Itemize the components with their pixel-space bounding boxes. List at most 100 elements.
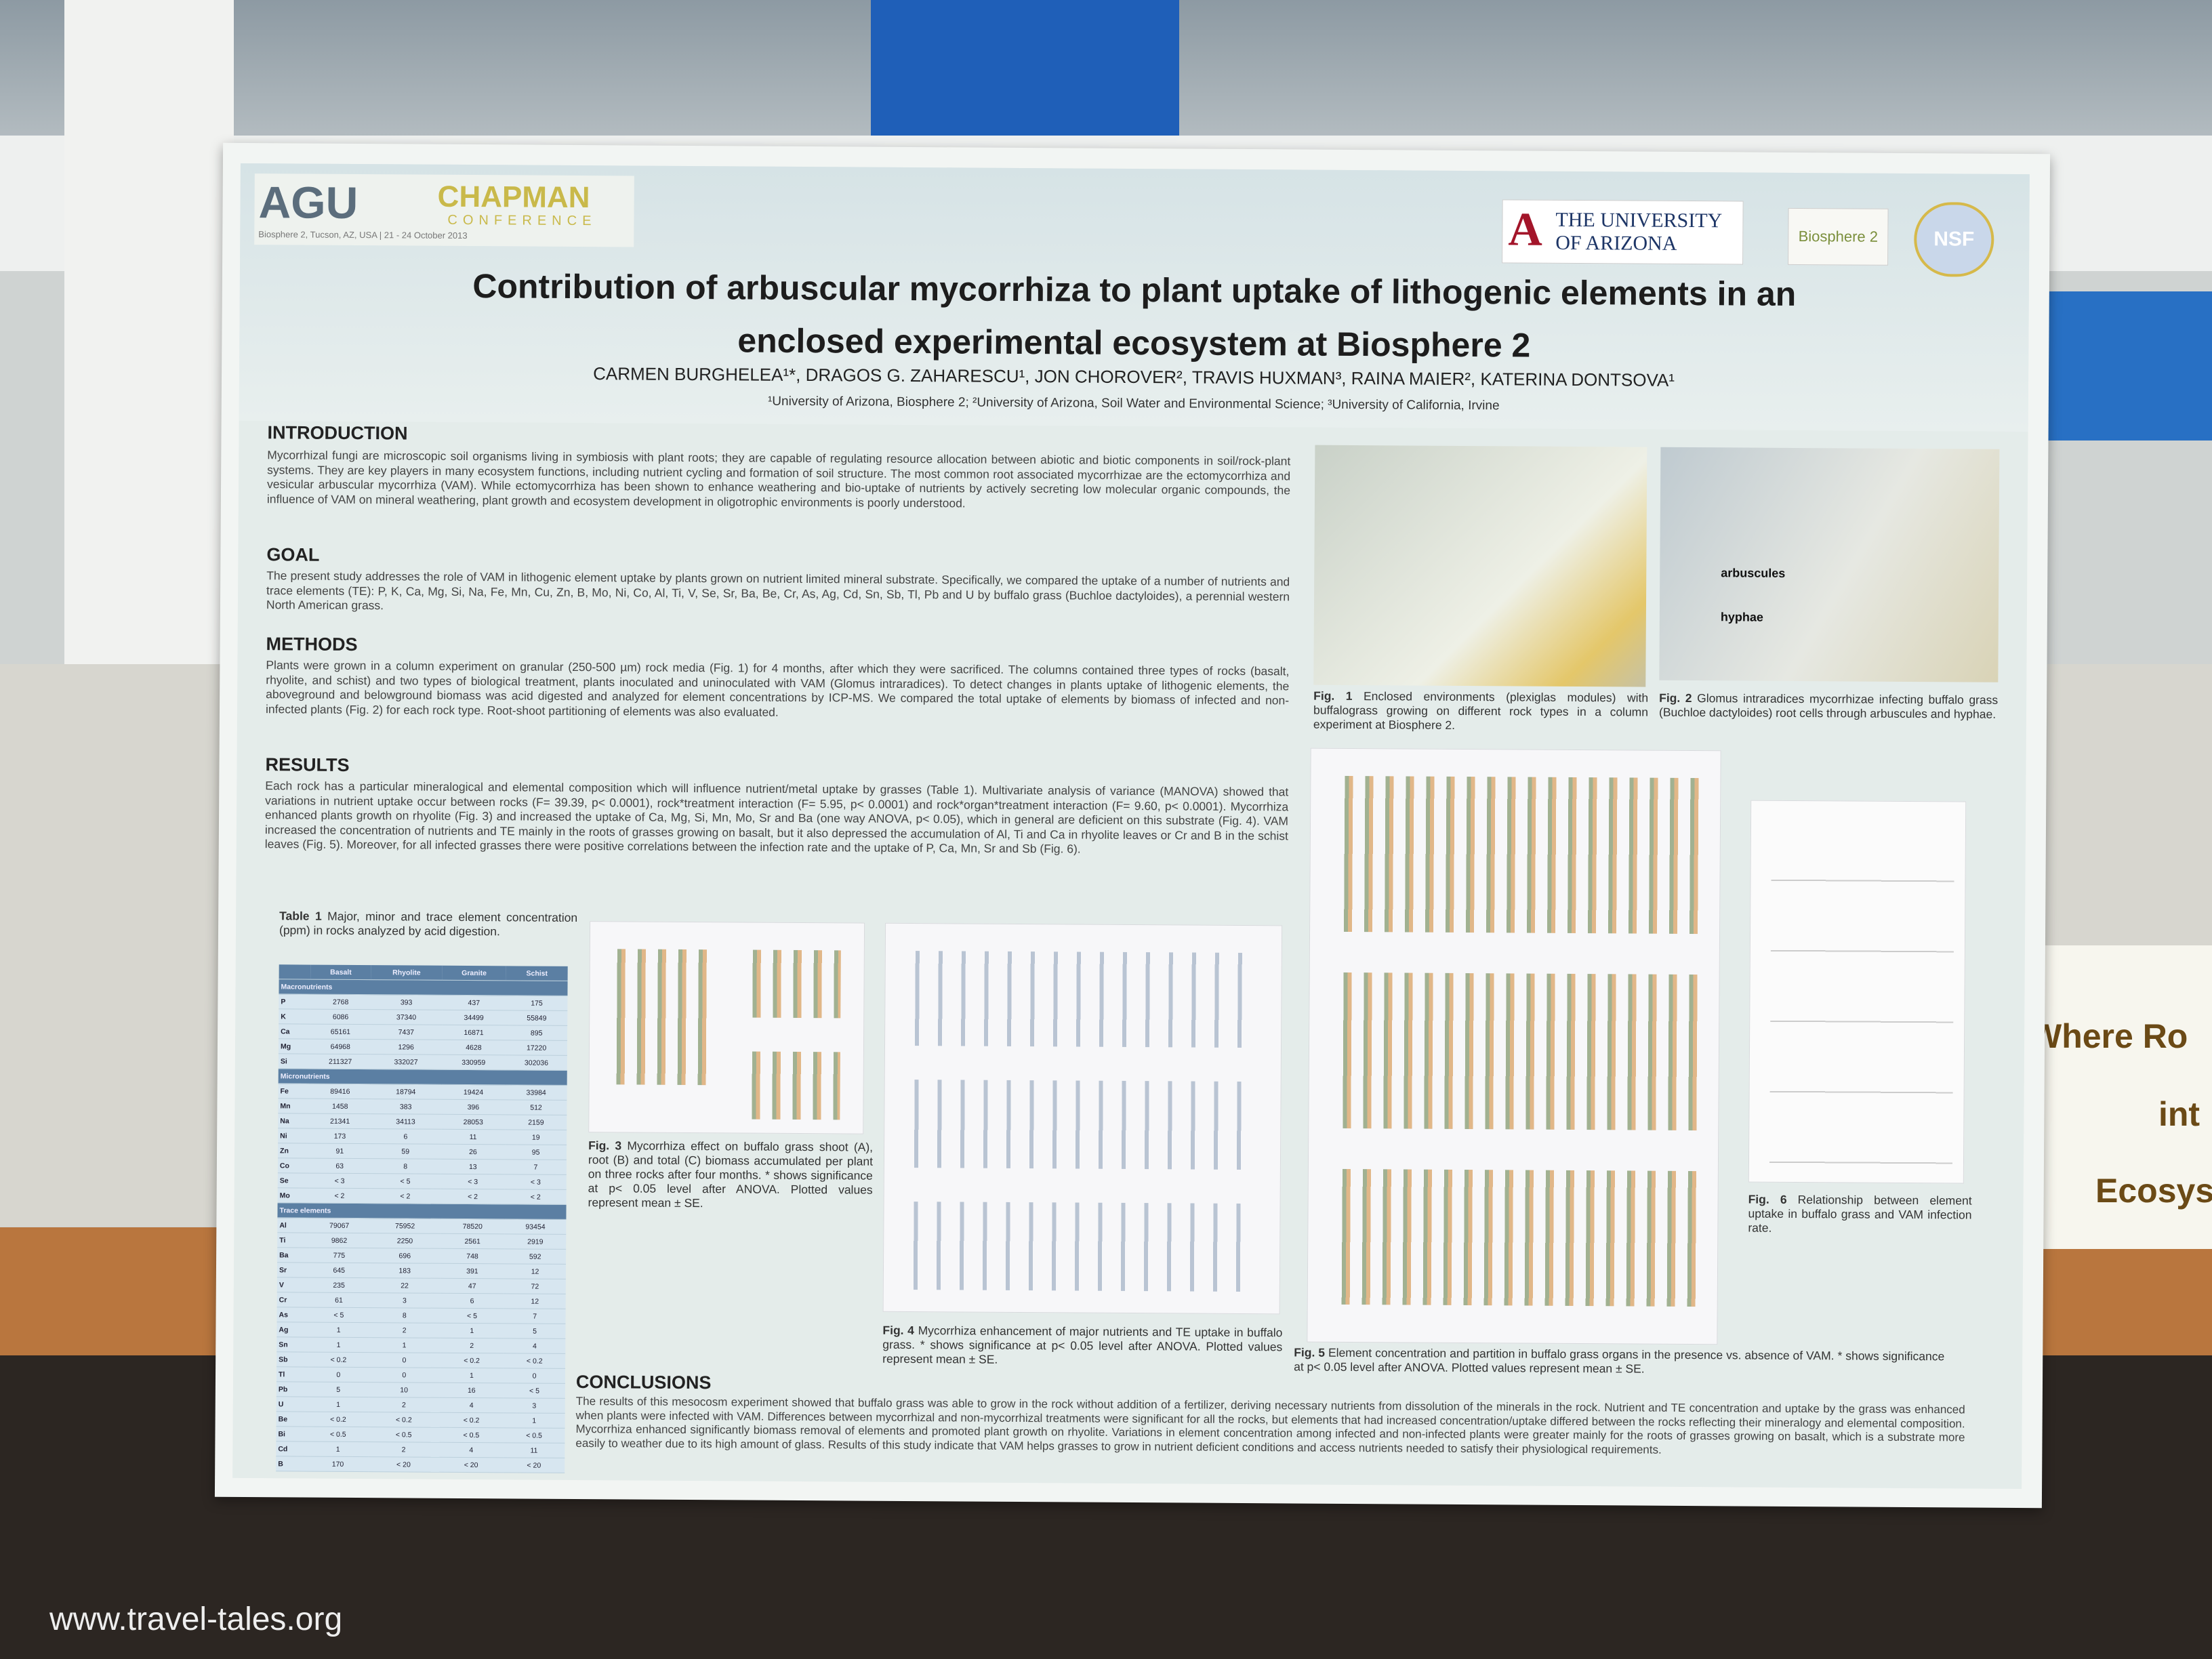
chart-graphic [745, 1051, 840, 1120]
element-label: Zn [277, 1143, 310, 1159]
chart-graphic [905, 950, 1258, 1048]
table-cell: 645 [308, 1263, 369, 1278]
figure-label: Fig. 4 [882, 1323, 915, 1338]
table-row: Se < 3 < 5 < 3 < 3 [277, 1172, 567, 1190]
element-label: Cd [276, 1441, 308, 1457]
element-label: Ti [277, 1232, 310, 1248]
table-cell: < 2 [504, 1189, 567, 1205]
element-label: Be [276, 1411, 308, 1427]
section-heading: INTRODUCTION [267, 422, 408, 444]
figure-label: Fig. 6 [1748, 1192, 1787, 1206]
table-cell: 1296 [370, 1039, 442, 1055]
table-row: B 170 < 20 < 20 < 20 [276, 1456, 565, 1473]
table-cell: < 0.2 [439, 1353, 504, 1368]
element-label: Se [277, 1172, 310, 1189]
table-cell: 63 [309, 1158, 370, 1174]
table: Basalt Rhyolite Granite Schist Macronutrient… [276, 964, 568, 1473]
element-label: U [276, 1396, 308, 1412]
table-cell: < 0.5 [503, 1427, 565, 1443]
table-cell: 12 [504, 1293, 566, 1309]
element-label: Cr [276, 1292, 309, 1308]
table-cell: 1 [369, 1337, 441, 1353]
nsf-logo: NSF [1913, 202, 1994, 277]
table-row: Cr 61 3 6 12 [276, 1292, 566, 1309]
element-label: Mg [278, 1038, 310, 1054]
table-header-row: Basalt Rhyolite Granite Schist [279, 964, 568, 981]
table-cell: 775 [308, 1248, 369, 1263]
table-row: Co 63 8 13 7 [277, 1158, 567, 1175]
section-heading: CONCLUSIONS [575, 1372, 712, 1393]
table-cell: 5 [308, 1382, 369, 1397]
table-cell: 16871 [441, 1025, 506, 1040]
table-cell: 173 [309, 1128, 371, 1144]
element-label: Na [278, 1113, 310, 1129]
table-row: Ag 1 2 1 5 [276, 1322, 566, 1339]
table-cell: 170 [307, 1456, 369, 1472]
table-cell: 5 [504, 1323, 566, 1339]
table-cell: < 5 [504, 1382, 565, 1399]
table-cell: 9862 [308, 1233, 370, 1248]
section-heading: GOAL [266, 544, 320, 565]
column-header: Rhyolite [371, 965, 443, 981]
table-cell: 19 [505, 1129, 567, 1145]
table-cell: < 3 [504, 1174, 567, 1190]
table-cell: 93454 [504, 1218, 567, 1235]
chart-graphic [904, 1079, 1258, 1170]
group-label: Macronutrients [279, 979, 568, 996]
element-label: Sb [276, 1351, 309, 1368]
table-corner [279, 964, 311, 980]
table-cell: 89416 [310, 1084, 371, 1099]
table-cell: 6086 [310, 1009, 371, 1025]
table-cell: 696 [369, 1248, 441, 1264]
photo-annotation: hyphae [1720, 610, 1763, 624]
table-cell: 78520 [440, 1218, 505, 1234]
table-row: Bi < 0.5 < 0.5 < 0.5 < 0.5 [276, 1426, 565, 1443]
column-header: Granite [442, 965, 506, 981]
table-cell: 7 [504, 1308, 566, 1324]
table-row: Mn 1458 383 396 512 [278, 1098, 567, 1115]
table-cell: < 3 [309, 1173, 370, 1189]
table-cell: 0 [368, 1352, 440, 1368]
chart-graphic [609, 949, 712, 1086]
figure-caption-text: Enclosed environments (plexiglas modules… [1313, 689, 1649, 732]
element-label: Ba [277, 1247, 309, 1263]
table-cell: 2919 [504, 1233, 567, 1250]
table-row: Sr 645 183 391 12 [276, 1262, 567, 1279]
table-cell: < 20 [503, 1457, 565, 1473]
table-cell: 332027 [370, 1054, 442, 1070]
table-row: Si 211327 332027 330959 302036 [278, 1053, 567, 1071]
table-cell: 6 [369, 1128, 441, 1145]
table-cell: 11 [503, 1442, 565, 1458]
table-cell: 1 [308, 1397, 369, 1412]
fig3-chart-image [588, 921, 865, 1134]
poster: AGU CHAPMAN CONFERENCE Biosphere 2, Tucs… [214, 142, 2051, 1509]
table-row: Mo < 2 < 2 < 2 < 2 [277, 1187, 567, 1205]
table-cell: 1 [503, 1412, 565, 1429]
chart-graphic [1336, 972, 1703, 1131]
table-cell: 895 [506, 1025, 568, 1041]
table-cell: 2768 [310, 994, 371, 1010]
table-cell: 2 [369, 1322, 441, 1338]
agu: AGU [258, 177, 359, 228]
table-row: Micronutrients [278, 1068, 567, 1086]
ua-mark: A [1508, 203, 1543, 256]
table-cell: 1 [439, 1368, 504, 1383]
table-row: Al 79067 75952 78520 93454 [277, 1217, 567, 1235]
conference: CONFERENCE [447, 212, 597, 229]
table-cell: < 0.2 [308, 1412, 369, 1427]
table-cell: < 5 [308, 1307, 369, 1323]
photo-annotation: arbuscules [1721, 566, 1786, 580]
blue-tank [2033, 291, 2212, 441]
table-cell: 0 [368, 1367, 440, 1383]
table-cell: 2159 [505, 1114, 567, 1130]
table-cell: < 0.2 [308, 1352, 369, 1368]
chart-graphic [1769, 814, 1955, 1168]
figure-caption: Fig. 5 Element concentration and partiti… [1294, 1345, 1944, 1378]
table-cell: 330959 [441, 1054, 506, 1070]
element-label: Bi [276, 1426, 308, 1442]
figure-label: Fig. 1 [1313, 689, 1353, 703]
table-cell: 1 [308, 1337, 369, 1353]
table-cell: 34113 [370, 1113, 442, 1130]
element-label: Ni [278, 1128, 310, 1144]
